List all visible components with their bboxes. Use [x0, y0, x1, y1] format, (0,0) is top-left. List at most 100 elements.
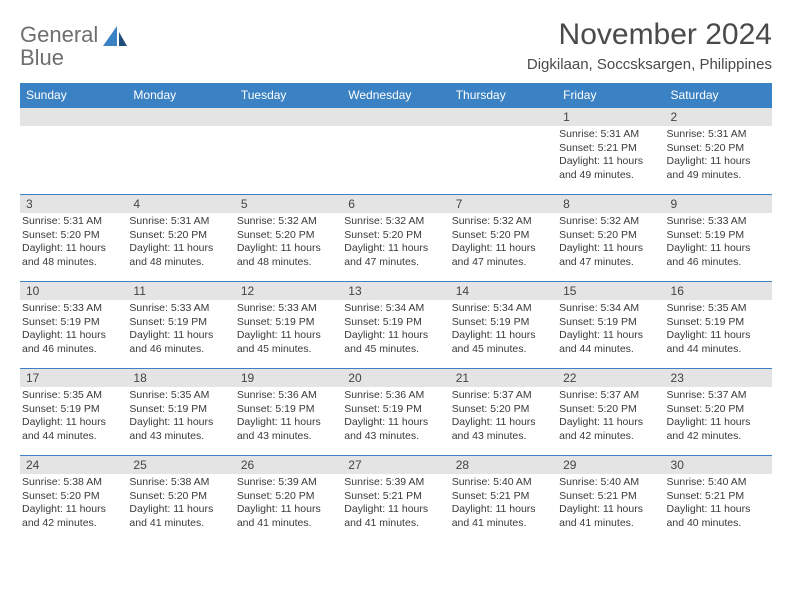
- day-number: 30: [665, 456, 772, 474]
- calendar-cell: 28Sunrise: 5:40 AMSunset: 5:21 PMDayligh…: [450, 456, 557, 542]
- day-number: 10: [20, 282, 127, 300]
- day-header: Friday: [557, 83, 664, 107]
- daylight-text: Daylight: 11 hours and 42 minutes.: [559, 416, 660, 443]
- sunset-text: Sunset: 5:19 PM: [237, 316, 338, 330]
- day-number: 25: [127, 456, 234, 474]
- daylight-text: Daylight: 11 hours and 46 minutes.: [667, 242, 768, 269]
- day-header: Monday: [127, 83, 234, 107]
- daylight-text: Daylight: 11 hours and 44 minutes.: [667, 329, 768, 356]
- sunset-text: Sunset: 5:19 PM: [452, 316, 553, 330]
- cell-body: Sunrise: 5:33 AMSunset: 5:19 PMDaylight:…: [235, 300, 342, 361]
- sunset-text: Sunset: 5:19 PM: [129, 403, 230, 417]
- daylight-text: Daylight: 11 hours and 41 minutes.: [344, 503, 445, 530]
- sunrise-text: Sunrise: 5:32 AM: [237, 215, 338, 229]
- day-number: 19: [235, 369, 342, 387]
- calendar-cell: 21Sunrise: 5:37 AMSunset: 5:20 PMDayligh…: [450, 369, 557, 455]
- sunrise-text: Sunrise: 5:40 AM: [667, 476, 768, 490]
- sunset-text: Sunset: 5:21 PM: [344, 490, 445, 504]
- cell-body: Sunrise: 5:32 AMSunset: 5:20 PMDaylight:…: [557, 213, 664, 274]
- calendar-cell: 9Sunrise: 5:33 AMSunset: 5:19 PMDaylight…: [665, 195, 772, 281]
- daylight-text: Daylight: 11 hours and 43 minutes.: [129, 416, 230, 443]
- daylight-text: Daylight: 11 hours and 47 minutes.: [452, 242, 553, 269]
- daylight-text: Daylight: 11 hours and 47 minutes.: [559, 242, 660, 269]
- calendar-cell: 10Sunrise: 5:33 AMSunset: 5:19 PMDayligh…: [20, 282, 127, 368]
- day-number: 7: [450, 195, 557, 213]
- location-subtitle: Digkilaan, Soccsksargen, Philippines: [527, 56, 772, 73]
- brand-word2: Blue: [20, 45, 64, 70]
- calendar-cell: 5Sunrise: 5:32 AMSunset: 5:20 PMDaylight…: [235, 195, 342, 281]
- calendar-cell: 7Sunrise: 5:32 AMSunset: 5:20 PMDaylight…: [450, 195, 557, 281]
- cell-body: Sunrise: 5:39 AMSunset: 5:21 PMDaylight:…: [342, 474, 449, 535]
- daylight-text: Daylight: 11 hours and 44 minutes.: [22, 416, 123, 443]
- sunset-text: Sunset: 5:19 PM: [22, 403, 123, 417]
- calendar-cell: [450, 108, 557, 194]
- sunset-text: Sunset: 5:19 PM: [22, 316, 123, 330]
- cell-body: Sunrise: 5:32 AMSunset: 5:20 PMDaylight:…: [235, 213, 342, 274]
- week-row: 24Sunrise: 5:38 AMSunset: 5:20 PMDayligh…: [20, 455, 772, 542]
- cell-body: Sunrise: 5:31 AMSunset: 5:20 PMDaylight:…: [20, 213, 127, 274]
- daylight-text: Daylight: 11 hours and 46 minutes.: [129, 329, 230, 356]
- daylight-text: Daylight: 11 hours and 48 minutes.: [237, 242, 338, 269]
- sunrise-text: Sunrise: 5:39 AM: [344, 476, 445, 490]
- day-number: 16: [665, 282, 772, 300]
- day-number: 8: [557, 195, 664, 213]
- sunset-text: Sunset: 5:19 PM: [237, 403, 338, 417]
- day-number: 17: [20, 369, 127, 387]
- sunrise-text: Sunrise: 5:32 AM: [344, 215, 445, 229]
- week-row: 3Sunrise: 5:31 AMSunset: 5:20 PMDaylight…: [20, 194, 772, 281]
- sunrise-text: Sunrise: 5:32 AM: [559, 215, 660, 229]
- calendar-cell: 27Sunrise: 5:39 AMSunset: 5:21 PMDayligh…: [342, 456, 449, 542]
- day-header: Saturday: [665, 83, 772, 107]
- cell-body: Sunrise: 5:36 AMSunset: 5:19 PMDaylight:…: [235, 387, 342, 448]
- calendar-cell: 11Sunrise: 5:33 AMSunset: 5:19 PMDayligh…: [127, 282, 234, 368]
- cell-body: Sunrise: 5:37 AMSunset: 5:20 PMDaylight:…: [665, 387, 772, 448]
- calendar-cell: 16Sunrise: 5:35 AMSunset: 5:19 PMDayligh…: [665, 282, 772, 368]
- sunset-text: Sunset: 5:19 PM: [667, 229, 768, 243]
- day-number: 2: [665, 108, 772, 126]
- cell-body: Sunrise: 5:40 AMSunset: 5:21 PMDaylight:…: [450, 474, 557, 535]
- calendar-cell: 24Sunrise: 5:38 AMSunset: 5:20 PMDayligh…: [20, 456, 127, 542]
- calendar-cell: 30Sunrise: 5:40 AMSunset: 5:21 PMDayligh…: [665, 456, 772, 542]
- daylight-text: Daylight: 11 hours and 48 minutes.: [129, 242, 230, 269]
- week-row: 10Sunrise: 5:33 AMSunset: 5:19 PMDayligh…: [20, 281, 772, 368]
- daylight-text: Daylight: 11 hours and 41 minutes.: [559, 503, 660, 530]
- cell-body: Sunrise: 5:33 AMSunset: 5:19 PMDaylight:…: [20, 300, 127, 361]
- sunset-text: Sunset: 5:19 PM: [129, 316, 230, 330]
- day-number: 21: [450, 369, 557, 387]
- cell-body: Sunrise: 5:40 AMSunset: 5:21 PMDaylight:…: [557, 474, 664, 535]
- sunrise-text: Sunrise: 5:36 AM: [237, 389, 338, 403]
- cell-body: Sunrise: 5:40 AMSunset: 5:21 PMDaylight:…: [665, 474, 772, 535]
- daylight-text: Daylight: 11 hours and 43 minutes.: [452, 416, 553, 443]
- brand-sail-icon: [103, 26, 129, 53]
- cell-body: Sunrise: 5:34 AMSunset: 5:19 PMDaylight:…: [450, 300, 557, 361]
- daylight-text: Daylight: 11 hours and 48 minutes.: [22, 242, 123, 269]
- sunrise-text: Sunrise: 5:34 AM: [452, 302, 553, 316]
- daylight-text: Daylight: 11 hours and 42 minutes.: [667, 416, 768, 443]
- sunrise-text: Sunrise: 5:31 AM: [129, 215, 230, 229]
- sunrise-text: Sunrise: 5:34 AM: [559, 302, 660, 316]
- sunrise-text: Sunrise: 5:33 AM: [667, 215, 768, 229]
- daylight-text: Daylight: 11 hours and 42 minutes.: [22, 503, 123, 530]
- sunset-text: Sunset: 5:20 PM: [559, 229, 660, 243]
- sunset-text: Sunset: 5:21 PM: [559, 490, 660, 504]
- sunset-text: Sunset: 5:20 PM: [667, 142, 768, 156]
- brand-logo: General Blue: [20, 18, 129, 70]
- calendar-cell: 15Sunrise: 5:34 AMSunset: 5:19 PMDayligh…: [557, 282, 664, 368]
- cell-body: Sunrise: 5:31 AMSunset: 5:21 PMDaylight:…: [557, 126, 664, 187]
- day-number: 26: [235, 456, 342, 474]
- daylight-text: Daylight: 11 hours and 41 minutes.: [237, 503, 338, 530]
- sunset-text: Sunset: 5:20 PM: [452, 403, 553, 417]
- calendar-cell: 6Sunrise: 5:32 AMSunset: 5:20 PMDaylight…: [342, 195, 449, 281]
- calendar-cell: 19Sunrise: 5:36 AMSunset: 5:19 PMDayligh…: [235, 369, 342, 455]
- daylight-text: Daylight: 11 hours and 44 minutes.: [559, 329, 660, 356]
- cell-body: Sunrise: 5:32 AMSunset: 5:20 PMDaylight:…: [450, 213, 557, 274]
- cell-body: Sunrise: 5:33 AMSunset: 5:19 PMDaylight:…: [665, 213, 772, 274]
- calendar-cell: 20Sunrise: 5:36 AMSunset: 5:19 PMDayligh…: [342, 369, 449, 455]
- daylight-text: Daylight: 11 hours and 43 minutes.: [237, 416, 338, 443]
- sunrise-text: Sunrise: 5:35 AM: [667, 302, 768, 316]
- day-number: 14: [450, 282, 557, 300]
- sunset-text: Sunset: 5:20 PM: [559, 403, 660, 417]
- daylight-text: Daylight: 11 hours and 43 minutes.: [344, 416, 445, 443]
- sunset-text: Sunset: 5:21 PM: [452, 490, 553, 504]
- sunrise-text: Sunrise: 5:35 AM: [22, 389, 123, 403]
